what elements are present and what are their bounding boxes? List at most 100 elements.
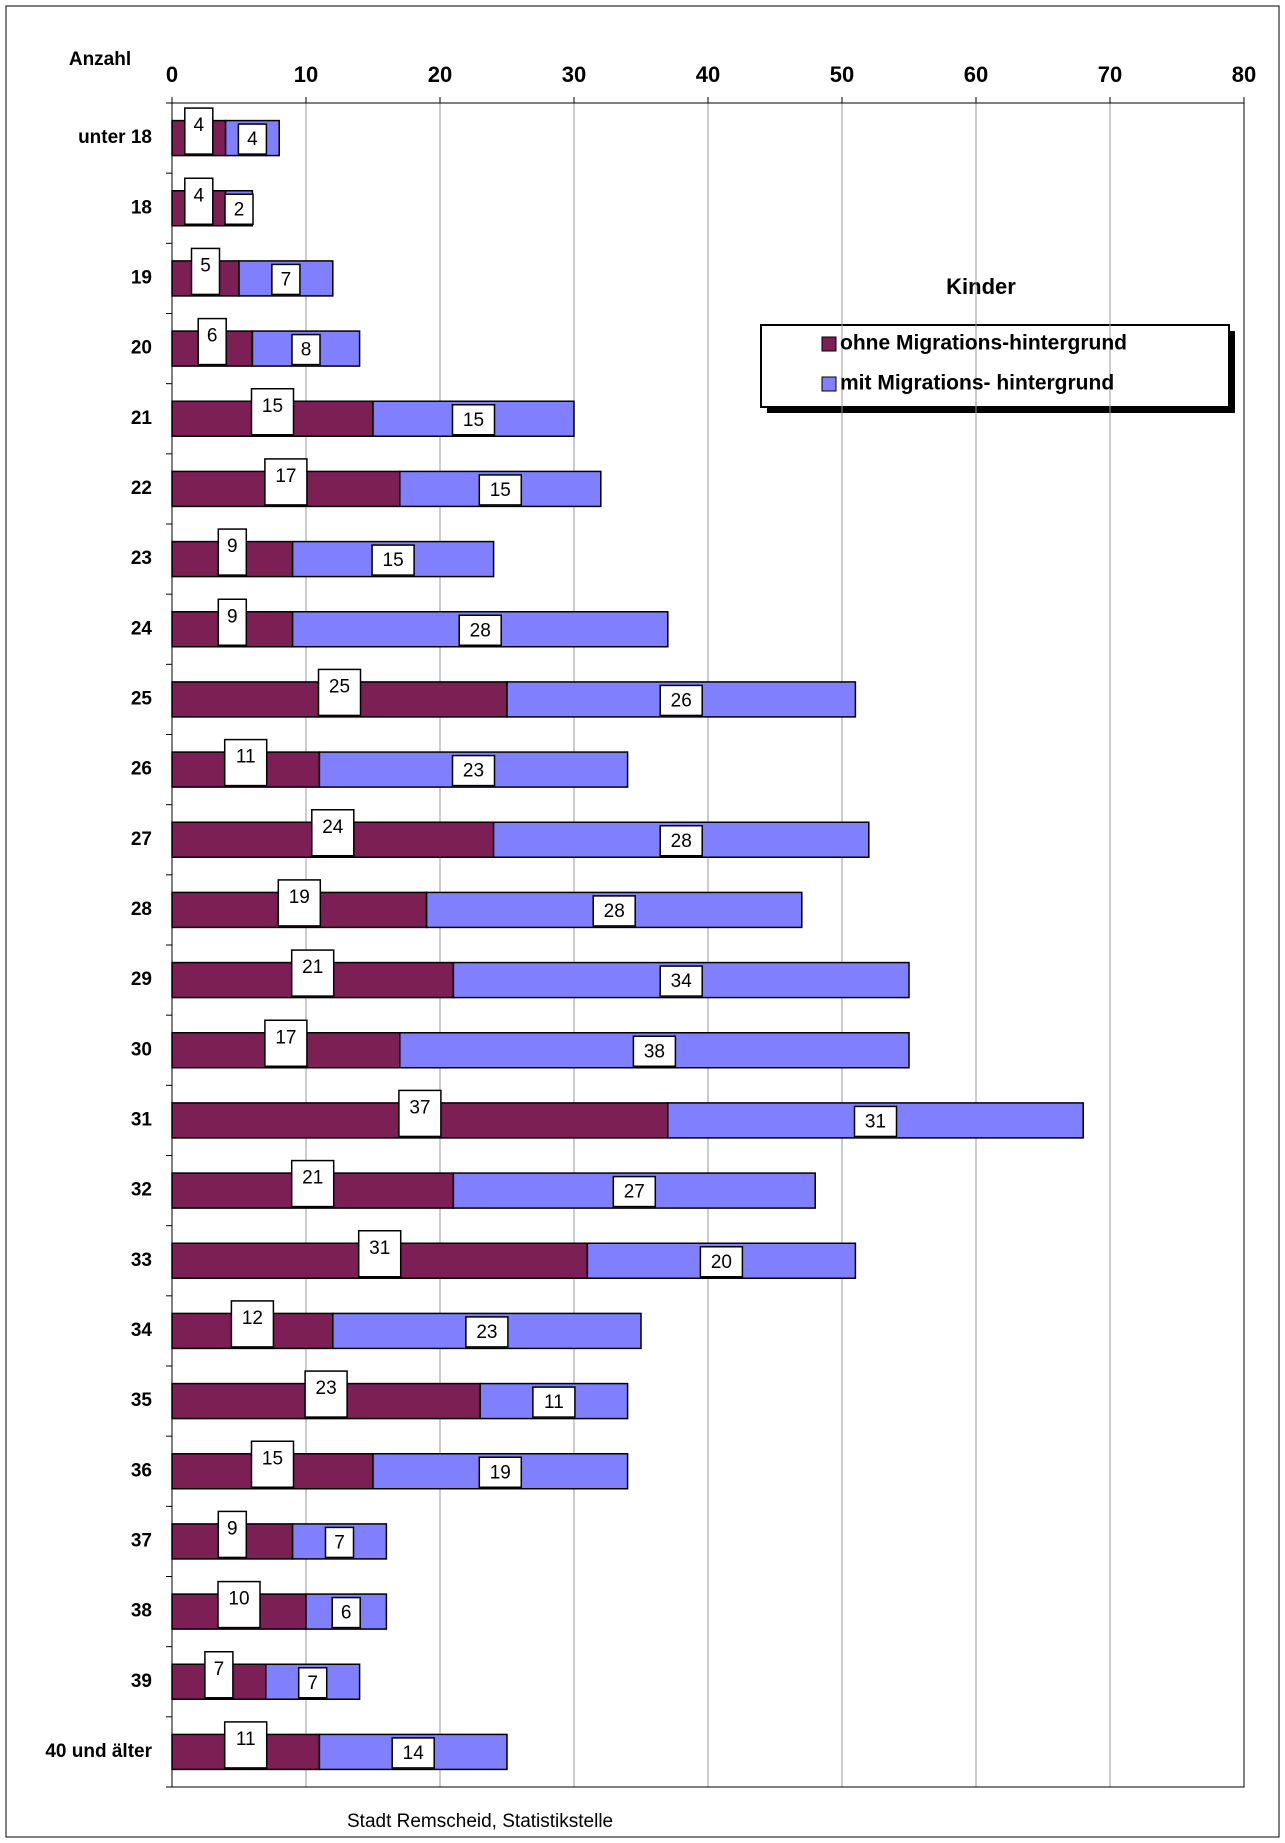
label-box — [465, 1316, 509, 1348]
y-tick-label: 39 — [131, 1671, 152, 1692]
x-tick-label: 50 — [830, 62, 854, 87]
label-box — [532, 1386, 576, 1418]
data-label: 12 — [242, 1308, 263, 1329]
label-box — [304, 1370, 348, 1418]
y-tick-label: unter 18 — [78, 127, 152, 148]
data-label: 14 — [403, 1743, 425, 1764]
label-box — [223, 1721, 268, 1769]
data-label: 11 — [236, 747, 256, 768]
source: Stadt Remscheid, Statistikstelle — [347, 1811, 613, 1832]
label-box — [264, 458, 308, 506]
x-tick-label: 10 — [294, 62, 318, 87]
label-box — [659, 825, 703, 857]
data-label: 19 — [490, 1462, 511, 1483]
x-tick-label: 60 — [964, 62, 988, 87]
label-box — [224, 193, 254, 225]
label-box — [204, 1651, 234, 1699]
data-label: 15 — [463, 410, 484, 431]
data-label: 2 — [234, 199, 245, 220]
label-box — [184, 177, 214, 225]
y-tick-label: 22 — [131, 478, 152, 499]
data-label: 23 — [316, 1378, 337, 1399]
y-tick-label: 38 — [131, 1601, 152, 1622]
data-label: 27 — [624, 1182, 645, 1203]
data-label: 9 — [227, 1518, 238, 1539]
y-tick-label: 30 — [131, 1039, 152, 1060]
data-label: 4 — [194, 185, 205, 206]
y-tick-label: 40 und älter — [45, 1741, 152, 1762]
data-label: 37 — [409, 1097, 430, 1118]
x-tick-label: 40 — [696, 62, 720, 87]
label-box — [223, 738, 268, 787]
label-box — [190, 247, 221, 296]
label-box — [398, 1089, 442, 1138]
y-tick-label: 34 — [131, 1320, 153, 1341]
data-label: 21 — [302, 957, 323, 978]
data-label: 31 — [369, 1238, 390, 1259]
label-box — [311, 809, 355, 857]
legend-swatch — [821, 336, 837, 352]
data-label: 20 — [711, 1252, 732, 1273]
data-label: 8 — [301, 340, 312, 361]
legend-label: mit Migrations- hintergrund — [840, 372, 1114, 395]
label-box — [317, 668, 362, 717]
label-box — [250, 1440, 295, 1488]
legend-title: Kinder — [946, 274, 1016, 299]
label-box — [290, 1159, 335, 1208]
x-tick-label: 20 — [428, 62, 452, 87]
label-box — [217, 528, 248, 576]
data-label: 9 — [227, 606, 238, 627]
data-label: 11 — [236, 1729, 256, 1750]
data-label: 28 — [604, 901, 625, 922]
label-box — [230, 1300, 275, 1348]
label-box — [271, 263, 301, 296]
data-label: 10 — [228, 1589, 249, 1610]
data-label: 7 — [307, 1673, 318, 1694]
data-label: 6 — [341, 1603, 352, 1624]
y-tick-label: 27 — [131, 829, 152, 850]
label-box — [184, 107, 214, 155]
y-tick-label: 18 — [131, 197, 152, 218]
label-box — [217, 598, 248, 646]
label-box — [217, 1580, 261, 1629]
label-box — [592, 895, 636, 927]
y-tick-label: 36 — [131, 1460, 152, 1481]
label-box — [451, 754, 496, 787]
label-box — [250, 388, 295, 436]
label-box — [391, 1737, 435, 1769]
label-box — [324, 1526, 355, 1559]
legend-label: ohne Migrations-hintergrund — [840, 332, 1127, 355]
label-box — [699, 1246, 744, 1278]
y-tick-label: 19 — [131, 267, 152, 288]
label-box — [632, 1035, 677, 1067]
data-label: 7 — [334, 1532, 345, 1553]
y-tick-label: 29 — [131, 969, 152, 990]
legend-swatch — [821, 376, 837, 392]
y-tick-label: 26 — [131, 759, 152, 780]
label-box — [612, 1175, 657, 1208]
label-box — [217, 1510, 248, 1559]
label-box — [357, 1230, 402, 1278]
frame — [5, 5, 1280, 1838]
data-label: 25 — [329, 676, 350, 697]
data-label: 17 — [275, 466, 296, 487]
y-tick-label: 23 — [131, 548, 152, 569]
label-box — [478, 474, 523, 506]
data-label: 15 — [490, 480, 511, 501]
x-tick-label: 70 — [1098, 62, 1122, 87]
data-label: 7 — [281, 269, 292, 290]
data-label: 15 — [262, 1448, 283, 1469]
x-tick-label: 80 — [1232, 62, 1256, 87]
data-label: 28 — [470, 620, 491, 641]
data-label: 17 — [275, 1027, 296, 1048]
data-label: 24 — [322, 817, 344, 838]
x-tick-label: 0 — [166, 62, 178, 87]
label-box — [659, 965, 703, 997]
data-label: 5 — [200, 255, 211, 276]
label-box — [331, 1596, 361, 1629]
data-label: 23 — [476, 1322, 497, 1343]
data-label: 31 — [865, 1111, 886, 1132]
legend — [760, 324, 1230, 408]
